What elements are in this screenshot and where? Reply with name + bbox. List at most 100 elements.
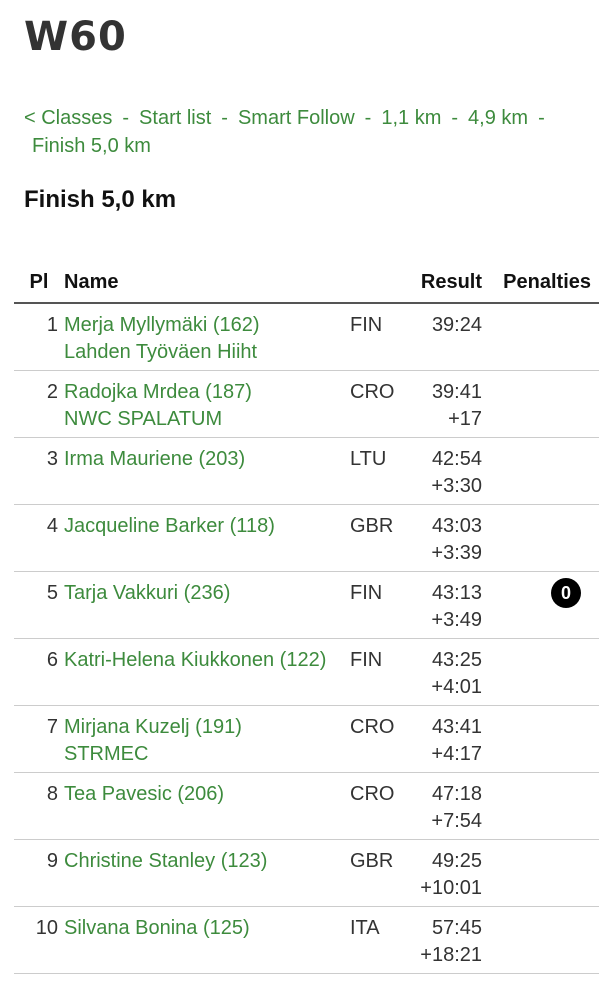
place-cell: 7 [14,705,64,772]
separator: - [451,107,458,129]
runner-link[interactable]: Irma Mauriene (203) [64,446,336,473]
runner-link[interactable]: Merja Myllymäki (162) [64,312,336,339]
nation-cell: GBR [336,504,401,571]
runner-link[interactable]: Christine Stanley (123) [64,848,336,875]
result-cell: 43:25 +4:01 [401,638,482,705]
result-time: 39:41 [401,379,482,406]
start-list-link[interactable]: Start list [139,107,211,129]
table-row: 7 Mirjana Kuzelj (191) STRMEC CRO 43:41 +4:17 [14,705,599,772]
penalties-cell: 0 [482,571,599,638]
result-cell: 43:13 +3:49 [401,571,482,638]
name-cell: Radojka Mrdea (187) NWC SPALATUM [64,370,336,437]
penalties-cell [482,638,599,705]
place-cell: 10 [14,906,64,973]
breadcrumb: < Classes - Start list - Smart Follow -1,1 km… [24,104,594,160]
table-row: 4 Jacqueline Barker (118) GBR 43:03 +3:39 [14,504,599,571]
col-header-place: Pl [14,262,64,303]
runner-link[interactable]: Jacqueline Barker (118) [64,513,336,540]
penalties-cell [482,370,599,437]
time-behind: +4:01 [401,674,482,701]
result-cell: 39:24 [401,303,482,370]
name-cell: Irma Mauriene (203) [64,437,336,504]
result-time: 42:54 [401,446,482,473]
result-time: 43:25 [401,647,482,674]
nation-cell: FIN [336,571,401,638]
runner-link[interactable]: Tea Pavesic (206) [64,781,336,808]
result-cell: 42:54 +3:30 [401,437,482,504]
runner-link[interactable]: Katri-Helena Kiukkonen (122) [64,647,336,674]
club-name: NWC SPALATUM [64,406,336,433]
separator: - [365,107,372,129]
result-time: 47:18 [401,781,482,808]
penalties-cell [482,906,599,973]
result-cell: 43:41 +4:17 [401,705,482,772]
place-cell: 4 [14,504,64,571]
penalties-cell [482,437,599,504]
runner-link[interactable]: Mirjana Kuzelj (191) [64,714,336,741]
time-behind: +18:21 [401,942,482,969]
col-header-name: Name [64,262,336,303]
table-row: 1 Merja Myllymäki (162) Lahden Työväen Hii… [14,303,599,370]
result-cell: 39:41 +17 [401,370,482,437]
runner-link[interactable]: Tarja Vakkuri (236) [64,580,336,607]
penalties-cell [482,705,599,772]
penalties-cell [482,839,599,906]
result-time: 43:03 [401,513,482,540]
table-row: 10 Silvana Bonina (125) ITA 57:45 +18:21 [14,906,599,973]
table-row: 8 Tea Pavesic (206) CRO 47:18 +7:54 [14,772,599,839]
nation-cell: FIN [336,303,401,370]
nation-cell: LTU [336,437,401,504]
nation-cell: GBR [336,839,401,906]
nation-cell: CRO [336,705,401,772]
name-cell: Mirjana Kuzelj (191) STRMEC [64,705,336,772]
nation-cell: CRO [336,370,401,437]
penalties-cell [482,303,599,370]
name-cell: Katri-Helena Kiukkonen (122) [64,638,336,705]
name-cell: Tarja Vakkuri (236) [64,571,336,638]
time-behind: +3:30 [401,473,482,500]
nation-cell: FIN [336,638,401,705]
split-2-link[interactable]: 4,9 km [468,107,528,129]
page-title: W60 [24,14,127,60]
time-behind: +10:01 [401,875,482,902]
name-cell: Tea Pavesic (206) [64,772,336,839]
runner-link[interactable]: Silvana Bonina (125) [64,915,336,942]
separator: - [122,107,129,129]
result-cell: 43:03 +3:39 [401,504,482,571]
place-cell: 1 [14,303,64,370]
place-cell: 5 [14,571,64,638]
table-header-row: Pl Name Result Penalties [14,262,599,303]
time-behind: +3:49 [401,607,482,634]
col-header-penalties: Penalties [482,262,599,303]
time-behind: +3:39 [401,540,482,567]
time-behind: +17 [401,406,482,433]
col-header-result: Result [401,262,482,303]
smart-follow-link[interactable]: Smart Follow [238,107,355,129]
result-time: 57:45 [401,915,482,942]
separator: - [538,107,545,129]
table-row: 2 Radojka Mrdea (187) NWC SPALATUM CRO 39:4… [14,370,599,437]
section-title: Finish 5,0 km [24,186,176,214]
time-behind: +7:54 [401,808,482,835]
club-name: Lahden Työväen Hiiht [64,339,336,366]
runner-link[interactable]: Radojka Mrdea (187) [64,379,336,406]
place-cell: 3 [14,437,64,504]
results-table: Pl Name Result Penalties 1 Merja Myllymäk… [14,262,599,974]
nation-cell: CRO [336,772,401,839]
penalty-badge: 0 [551,578,581,608]
club-name: STRMEC [64,741,336,768]
result-cell: 47:18 +7:54 [401,772,482,839]
result-cell: 49:25 +10:01 [401,839,482,906]
place-cell: 2 [14,370,64,437]
place-cell: 8 [14,772,64,839]
place-cell: 6 [14,638,64,705]
split-1-link[interactable]: 1,1 km [381,107,441,129]
name-cell: Merja Myllymäki (162) Lahden Työväen Hiih… [64,303,336,370]
name-cell: Jacqueline Barker (118) [64,504,336,571]
classes-link[interactable]: < Classes [24,107,112,129]
finish-link[interactable]: Finish 5,0 km [32,135,151,157]
result-time: 43:13 [401,580,482,607]
separator: - [221,107,228,129]
table-row: 5 Tarja Vakkuri (236) FIN 43:13 +3:49 0 [14,571,599,638]
time-behind: +4:17 [401,741,482,768]
